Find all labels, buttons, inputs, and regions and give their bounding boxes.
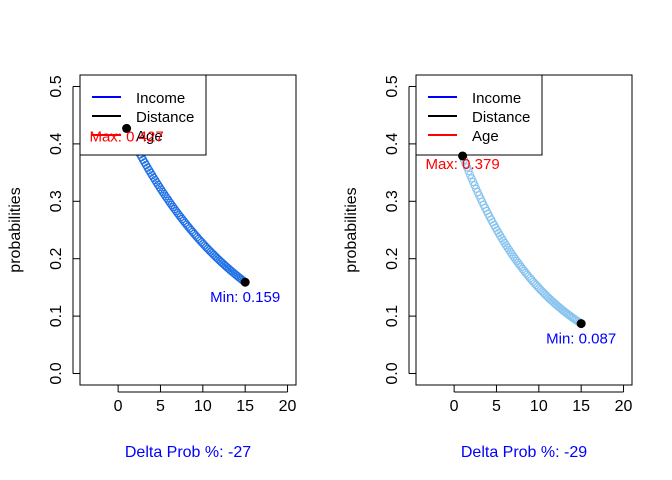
min-point-label: Min: 0.159: [210, 289, 280, 306]
min-point-marker: [240, 277, 250, 287]
data-point: [462, 163, 472, 172]
x-tick-label: 5: [156, 398, 165, 415]
data-series: [458, 151, 586, 328]
y-axis-title: probabilities: [7, 187, 24, 272]
y-tick-label: 0.5: [48, 75, 65, 97]
max-point-label: Max: 0.427: [89, 128, 163, 145]
chart-panel-1: 0 5 10 15 20 0.0 0.1 0.2 0.3 0.4 0.5 probabilities D…: [7, 74, 297, 461]
data-point: [461, 159, 470, 168]
max-point-label: Max: 0.379: [425, 156, 499, 173]
y-tick-label: 0.4: [384, 133, 401, 155]
data-point: [211, 252, 220, 261]
data-point: [208, 249, 217, 258]
x-tick-label: 15: [236, 398, 254, 415]
y-tick-label: 0.2: [384, 247, 401, 269]
legend-label: Age: [136, 128, 163, 145]
y-tick-label: 0.2: [48, 247, 65, 269]
y-tick-label: 0.0: [48, 362, 65, 384]
y-tick-label: 0.3: [48, 190, 65, 212]
data-point: [510, 254, 520, 263]
data-point: [464, 167, 473, 176]
data-point: [540, 290, 550, 299]
x-tick-label: 0: [114, 398, 123, 415]
data-point: [509, 252, 518, 261]
y-tick-label: 0.1: [48, 305, 65, 327]
data-point: [206, 247, 215, 256]
y-tick-label: 0.5: [384, 75, 401, 97]
legend: Income Distance Age: [79, 74, 207, 156]
chart-panel-2: 0 5 10 15 20 0.0 0.1 0.2 0.3 0.4 0.5 probabilities D…: [343, 74, 633, 461]
data-point: [167, 200, 176, 210]
x-tick-label: 10: [530, 398, 548, 415]
x-tick-label: 0: [450, 398, 459, 415]
x-axis-title: Delta Prob %: -27: [125, 444, 251, 461]
y-axis-title: probabilities: [343, 187, 360, 272]
x-tick-label: 5: [492, 398, 501, 415]
x-tick-label: 15: [572, 398, 590, 415]
y-tick-label: 0.3: [384, 190, 401, 212]
max-point-marker: [122, 123, 132, 133]
legend-label: Income: [136, 90, 185, 107]
data-point: [209, 250, 218, 259]
x-tick-label: 10: [194, 398, 212, 415]
data-point: [168, 202, 178, 212]
legend: Income Distance Age: [415, 74, 543, 156]
data-point: [164, 196, 173, 205]
y-tick-label: 0.4: [48, 133, 65, 155]
y-tick-label: 0.0: [384, 362, 401, 384]
x-axis-title: Delta Prob %: -29: [461, 444, 587, 461]
min-point-marker: [576, 319, 586, 329]
data-point: [539, 288, 548, 298]
max-point-marker: [458, 151, 468, 161]
legend-label: Age: [472, 128, 499, 145]
legend-label: Income: [472, 90, 521, 107]
legend-label: Distance: [136, 109, 194, 126]
data-point: [165, 198, 175, 207]
y-tick-label: 0.1: [384, 305, 401, 327]
min-point-label: Min: 0.087: [546, 331, 616, 348]
legend-label: Distance: [472, 109, 530, 126]
x-tick-label: 20: [615, 398, 633, 415]
x-tick-label: 20: [279, 398, 297, 415]
